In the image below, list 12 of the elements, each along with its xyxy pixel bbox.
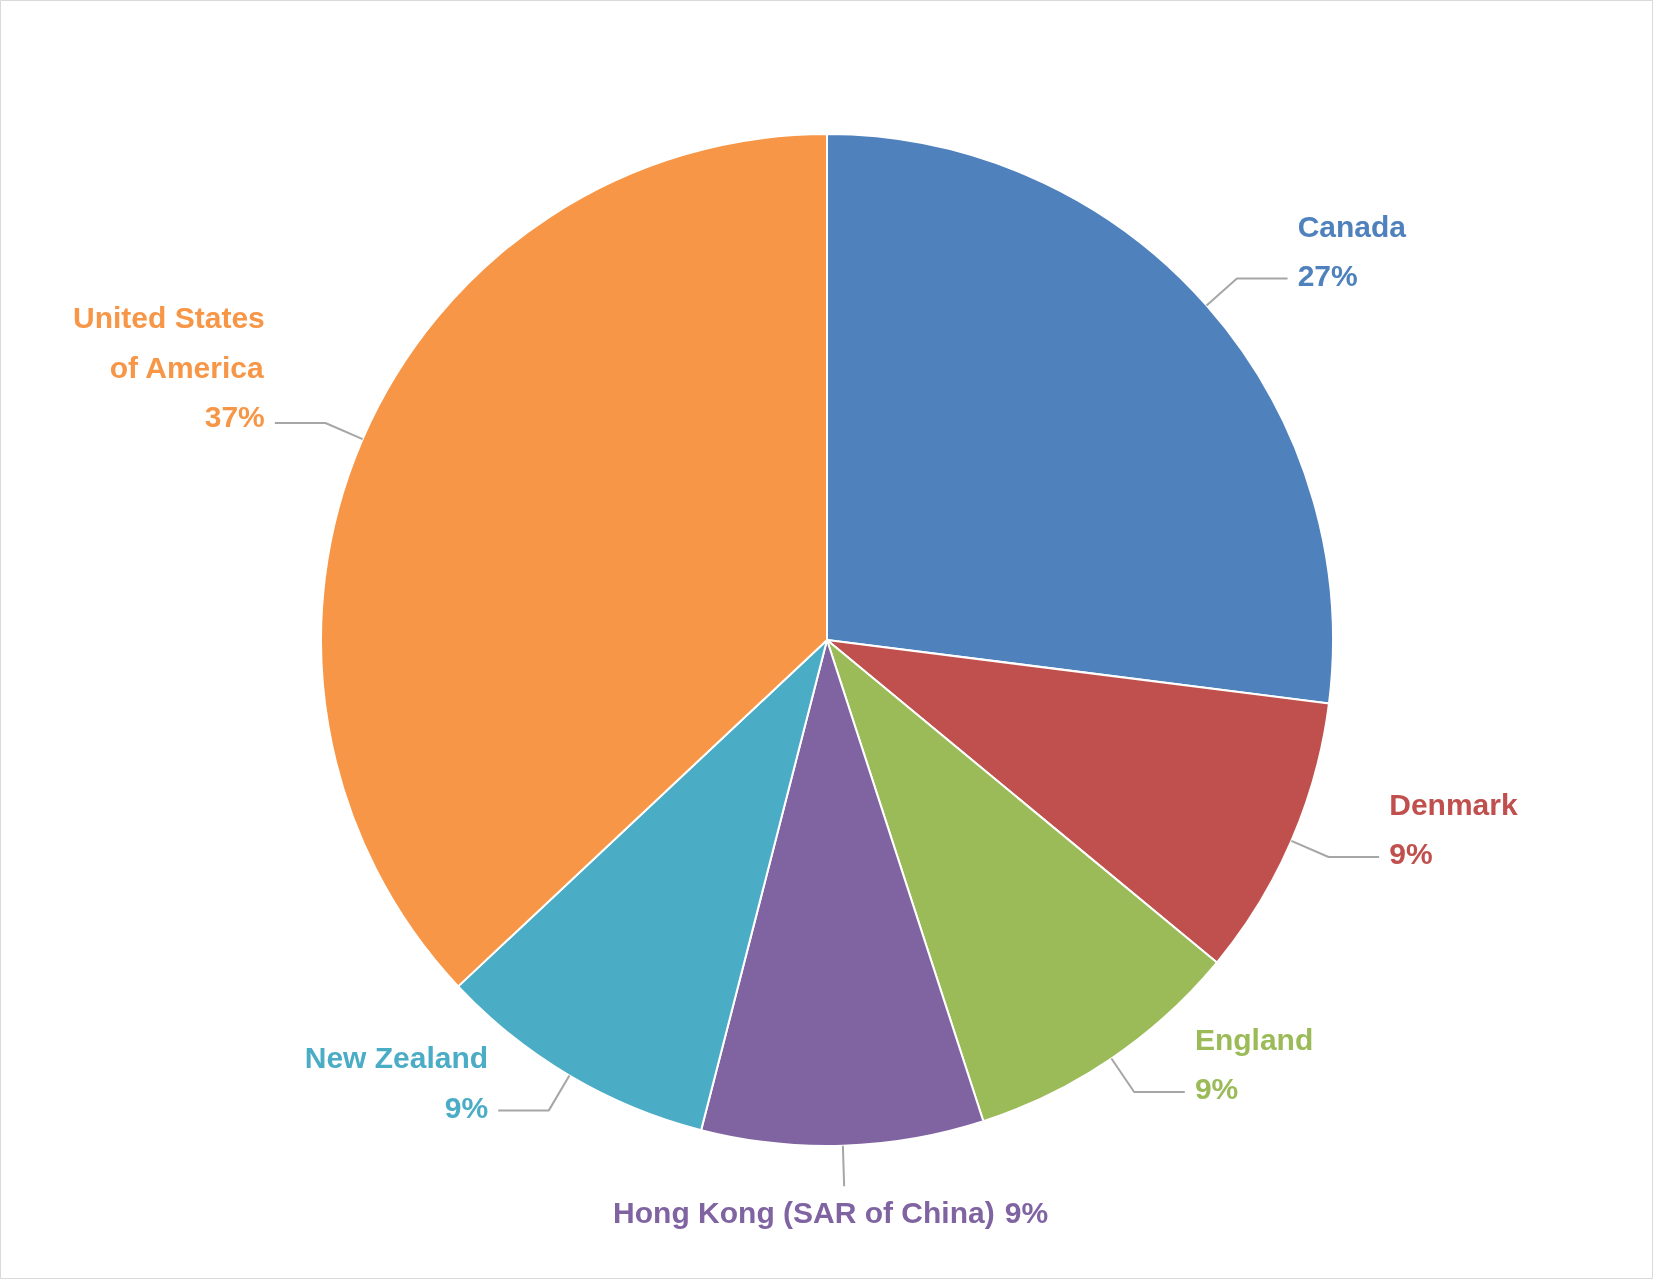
slice-label: United States of America	[73, 301, 265, 384]
data-label: 9%	[1004, 1196, 1049, 1230]
data-label: 9%	[444, 1090, 489, 1124]
slice-label: England	[1194, 1022, 1314, 1056]
data-label: 9%	[1389, 837, 1433, 871]
slice-label: Hong Kong (SAR of China)	[613, 1196, 995, 1230]
data-label: 27%	[1297, 259, 1358, 293]
slice-label: New Zealand	[304, 1041, 489, 1075]
data-label: 37%	[204, 400, 265, 434]
data-label: 9%	[1194, 1072, 1239, 1106]
slice-label: Denmark	[1389, 787, 1518, 821]
slice-label: Canada	[1297, 209, 1407, 243]
